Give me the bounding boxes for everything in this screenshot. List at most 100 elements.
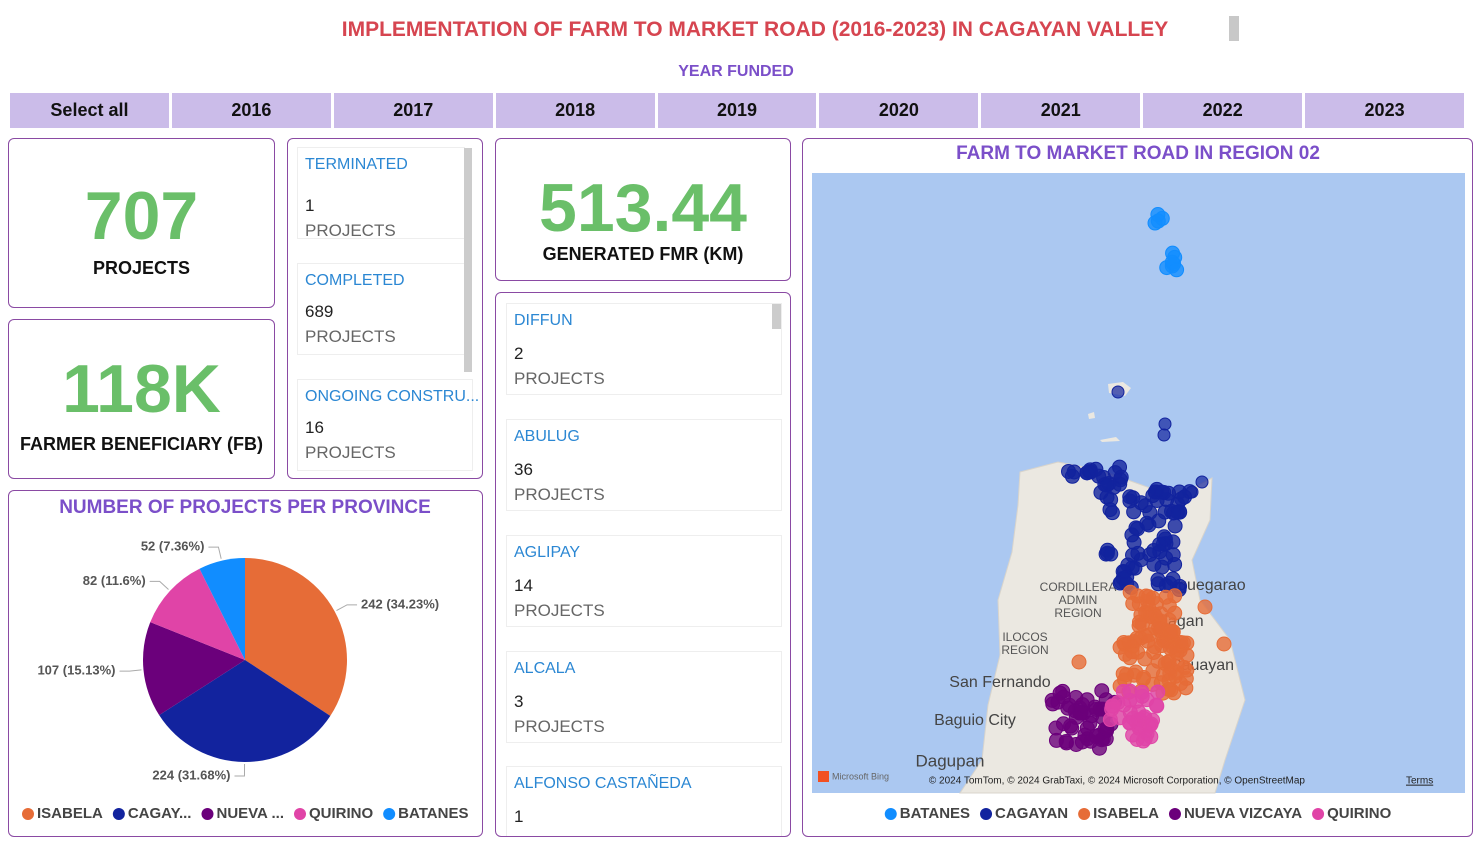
municipality-count: 3 xyxy=(514,692,524,711)
pie-slice xyxy=(143,622,245,716)
map-point xyxy=(1173,634,1189,650)
legend-marker xyxy=(1312,808,1325,820)
municipality-name: ABULUG xyxy=(514,428,580,445)
status-item[interactable]: TERMINATED 1 PROJECTS xyxy=(297,147,465,240)
map-point xyxy=(1122,714,1138,730)
map-point xyxy=(1099,477,1115,493)
map-point xyxy=(1122,650,1138,666)
map-legend: BATANES CAGAYAN ISABELA NUEVA VIZCAYA QUIRIN… xyxy=(884,805,1392,822)
municipality-name: ALCALA xyxy=(514,660,576,677)
legend-marker xyxy=(112,808,125,820)
data-label: 52 (7.36%) xyxy=(141,539,205,554)
municipality-item[interactable]: AGLIPAY 14 PROJECTS xyxy=(506,535,782,627)
municipality-count: 36 xyxy=(514,460,533,479)
legend-label: QUIRINO xyxy=(309,805,374,822)
slicer-button[interactable]: 2019 xyxy=(657,93,817,128)
kpi-value: 118K xyxy=(62,351,221,427)
map-point xyxy=(1048,732,1064,748)
map-point xyxy=(1126,504,1142,520)
scrollbar[interactable] xyxy=(772,304,781,329)
municipality-count: 1 xyxy=(514,807,524,826)
map-point xyxy=(1079,720,1095,736)
map-point xyxy=(1121,635,1137,651)
map-point xyxy=(1216,636,1232,652)
map-point xyxy=(1122,683,1138,699)
map-point xyxy=(1150,213,1166,229)
slicer-button[interactable]: 2023 xyxy=(1305,93,1465,128)
kpi-card: 707 PROJECTS xyxy=(8,138,275,308)
municipality-name: DIFFUN xyxy=(514,312,573,329)
legend-label: BATANES xyxy=(900,805,970,822)
map-place: REGION xyxy=(1054,606,1101,620)
map-point xyxy=(1111,385,1125,399)
leader-line xyxy=(119,669,142,672)
map-place: ILOCOS xyxy=(1002,630,1047,644)
municipality-item[interactable]: ALFONSO CASTAÑEDA 1 xyxy=(506,766,782,836)
status-count: 1 xyxy=(305,196,315,215)
map-point xyxy=(1195,475,1209,489)
pie-chart: 242 (34.23%) 224 (31.68%) 107 (15.13%) 82 (… xyxy=(22,539,468,822)
map-point xyxy=(1068,690,1084,706)
map-point xyxy=(1139,726,1155,742)
page-title: IMPLEMENTATION OF FARM TO MARKET ROAD (2… xyxy=(341,18,1169,41)
pie-slice xyxy=(159,660,331,763)
map-point xyxy=(1115,570,1131,586)
map-terms[interactable]: Terms xyxy=(1406,776,1433,787)
status-item[interactable]: ONGOING CONSTRU... 16 PROJECTS xyxy=(297,379,479,471)
status-unit: PROJECTS xyxy=(305,327,396,346)
leader-line xyxy=(149,580,169,590)
municipality-name: ALFONSO CASTAÑEDA xyxy=(514,775,692,792)
data-label: 82 (11.6%) xyxy=(83,573,146,588)
map-place: Baguio City xyxy=(934,712,1016,729)
slicer-button[interactable]: 2018 xyxy=(495,93,655,128)
kpi-card: 513.44 GENERATED FMR (KM) xyxy=(495,138,791,281)
scrollbar[interactable] xyxy=(464,148,472,372)
municipality-name: AGLIPAY xyxy=(514,544,581,561)
municipality-count: 2 xyxy=(514,344,524,363)
legend-label: ISABELA xyxy=(1093,805,1159,822)
municipality-unit: PROJECTS xyxy=(514,717,605,736)
kpi-label: PROJECTS xyxy=(92,258,191,278)
municipality-item[interactable]: DIFFUN 2 PROJECTS xyxy=(506,303,782,395)
status-card: TERMINATED 1 PROJECTS COMPLETED 689 PROJ… xyxy=(287,138,483,479)
map-place: ADMIN xyxy=(1059,593,1098,607)
map-point xyxy=(1170,504,1186,520)
slicer-button[interactable]: 2020 xyxy=(819,93,979,128)
kpi-label: FARMER BENEFICIARY (FB) xyxy=(20,434,263,454)
map-place: CORDILLERA xyxy=(1040,580,1117,594)
data-label: 107 (15.13%) xyxy=(37,663,115,678)
map-point xyxy=(1071,654,1087,670)
legend-label: NUEVA ... xyxy=(216,805,284,822)
map-point xyxy=(1149,596,1165,612)
legend-marker xyxy=(22,808,34,820)
municipality-unit: PROJECTS xyxy=(514,485,605,504)
year-slicer: Select all 2016 2017 2018 2019 2020 2021… xyxy=(10,93,1467,128)
map-place: REGION xyxy=(1001,643,1048,657)
status-name: COMPLETED xyxy=(305,272,405,289)
status-item[interactable]: COMPLETED 689 PROJECTS xyxy=(297,263,465,355)
municipality-item[interactable]: ABULUG 36 PROJECTS xyxy=(506,419,782,511)
slicer-button[interactable]: Select all xyxy=(10,93,169,128)
slicer-button[interactable]: 2016 xyxy=(171,93,331,128)
legend-label: NUEVA VIZCAYA xyxy=(1184,805,1302,822)
legend-label: BATANES xyxy=(398,805,468,822)
slicer-button[interactable]: 2017 xyxy=(333,93,493,128)
legend-marker xyxy=(383,808,396,820)
map-point xyxy=(1068,709,1084,725)
map-point xyxy=(1161,575,1177,591)
kpi-value: 513.44 xyxy=(539,170,747,246)
legend-marker xyxy=(1078,808,1091,820)
municipality-unit: PROJECTS xyxy=(514,601,605,620)
slicer-button[interactable]: 2021 xyxy=(981,93,1141,128)
map-place: Dagupan xyxy=(915,751,984,770)
status-unit: PROJECTS xyxy=(305,221,396,240)
map-point xyxy=(1158,417,1172,431)
data-label: 242 (34.23%) xyxy=(361,596,439,611)
legend-label: QUIRINO xyxy=(1327,805,1392,822)
map-point xyxy=(1150,653,1166,669)
map-place: San Fernando xyxy=(949,674,1051,691)
status-count: 689 xyxy=(305,302,334,321)
municipality-item[interactable]: ALCALA 3 PROJECTS xyxy=(506,651,782,743)
slicer-button[interactable]: 2022 xyxy=(1143,93,1303,128)
